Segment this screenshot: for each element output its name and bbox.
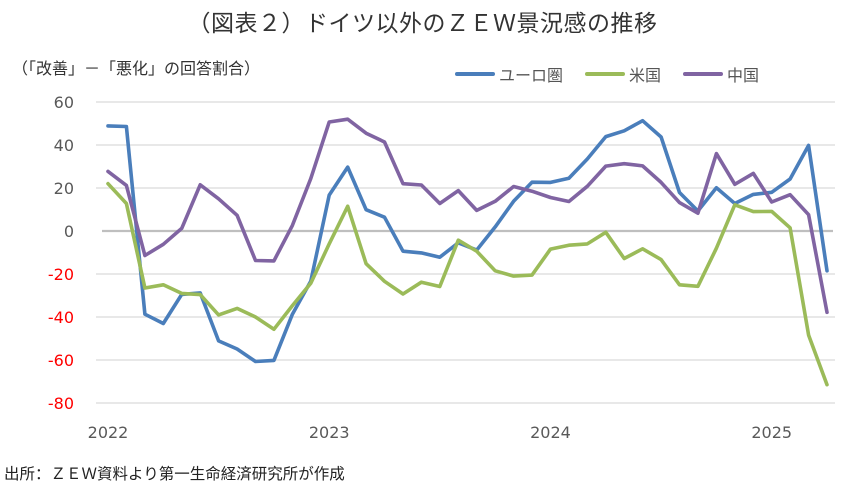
legend-swatch-eurozone — [455, 72, 495, 76]
y-axis-unit-label: （「改善」－「悪化」の回答割合） — [12, 59, 261, 78]
legend: ユーロ圏 米国 中国 — [455, 62, 781, 86]
source-note: 出所：ＺＥＷ資料より第一生命経済研究所が作成 — [4, 465, 345, 483]
series-lines — [106, 117, 829, 387]
legend-swatch-china — [683, 72, 724, 76]
y-tick-label: -40 — [48, 308, 74, 327]
legend-swatch-us — [585, 72, 626, 76]
x-tick-label: 2023 — [309, 423, 350, 442]
gridlines — [96, 101, 835, 404]
series-line-us — [106, 181, 829, 387]
legend-label-eurozone: ユーロ圏 — [499, 66, 564, 85]
y-tick-label: -20 — [48, 265, 74, 284]
y-tick-label: 0 — [64, 222, 74, 241]
legend-label-china: 中国 — [727, 66, 760, 85]
y-axis-ticks: 60 40 20 0 -20 -40 -60 -80 — [48, 93, 74, 413]
x-tick-label: 2022 — [88, 423, 129, 442]
y-tick-label: -60 — [48, 351, 74, 370]
legend-label-us: 米国 — [629, 66, 662, 85]
legend-item-eurozone: ユーロ圏 — [455, 62, 563, 86]
series-line-china — [106, 117, 829, 315]
legend-item-us: 米国 — [585, 62, 661, 86]
x-tick-label: 2024 — [530, 423, 571, 442]
y-tick-label: 20 — [54, 179, 74, 198]
chart-title: （図表２）ドイツ以外のＺＥＷ景況感の推移 — [187, 11, 658, 37]
y-tick-label: 60 — [54, 93, 74, 112]
x-tick-label: 2025 — [751, 423, 792, 442]
legend-item-china: 中国 — [683, 62, 759, 86]
y-tick-label: 40 — [54, 136, 74, 155]
y-tick-label: -80 — [48, 394, 74, 413]
x-axis-ticks: 2022 2023 2024 2025 — [88, 423, 792, 442]
